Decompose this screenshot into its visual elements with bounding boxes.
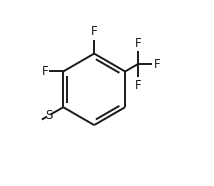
Text: F: F [41, 65, 48, 78]
Text: F: F [154, 58, 160, 71]
Text: F: F [134, 37, 141, 50]
Text: F: F [134, 79, 141, 92]
Text: F: F [91, 25, 98, 38]
Text: S: S [45, 109, 53, 122]
